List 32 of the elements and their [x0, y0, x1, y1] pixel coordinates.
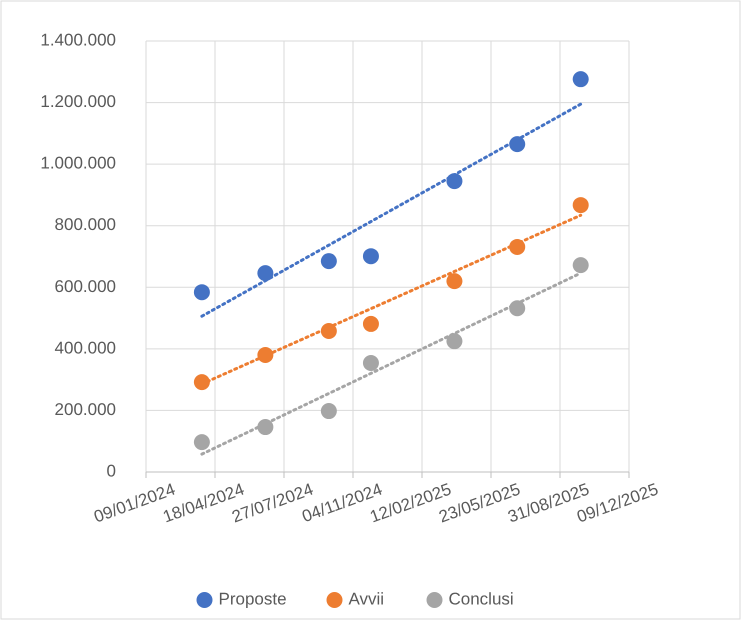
point — [509, 238, 526, 255]
point — [362, 316, 379, 332]
point — [572, 197, 589, 214]
point — [257, 419, 274, 436]
point — [572, 257, 589, 274]
point — [509, 300, 526, 316]
point — [320, 403, 337, 420]
point — [194, 374, 210, 390]
point — [446, 273, 462, 290]
point — [572, 71, 589, 88]
y-tick-label: 800.000 — [54, 215, 116, 234]
point — [194, 284, 210, 300]
y-tick-label: 600.000 — [54, 276, 116, 296]
y-tick-label: 0 — [106, 461, 116, 480]
point — [362, 355, 379, 372]
y-tick-label: 200.000 — [54, 400, 116, 419]
legend-label: Avvii — [348, 589, 384, 608]
point — [446, 173, 462, 190]
point — [257, 347, 274, 364]
y-tick-label: 1.400.000 — [40, 30, 116, 50]
point — [320, 253, 337, 270]
point — [509, 136, 526, 152]
point — [362, 248, 379, 264]
point — [446, 333, 462, 350]
point — [194, 434, 210, 450]
legend-label: Proposte — [218, 589, 287, 608]
y-tick-label: 1.200.000 — [40, 92, 116, 112]
point — [257, 265, 274, 282]
legend-label: Conclusi — [448, 589, 514, 608]
y-tick-label: 1.000.000 — [40, 154, 116, 173]
y-tick-label: 400.000 — [54, 338, 116, 358]
point — [320, 323, 337, 339]
